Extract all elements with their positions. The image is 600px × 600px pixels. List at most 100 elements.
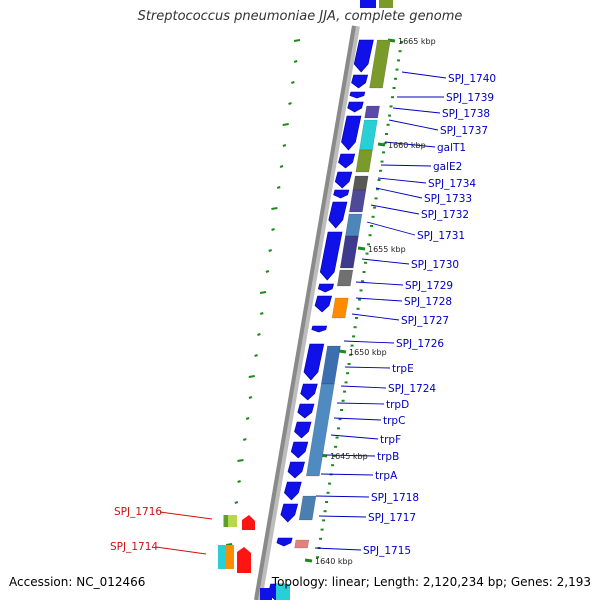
cds-arrow (300, 383, 318, 401)
scale-tick (265, 270, 270, 273)
scale-tick (248, 396, 253, 399)
accession-value: NC_012466 (76, 575, 146, 589)
gene-label: SPJ_1717 (368, 512, 416, 524)
cds-arrow (280, 503, 299, 523)
leader-line (330, 434, 379, 440)
scale-tick (279, 165, 284, 168)
cds-arrow (303, 343, 325, 381)
cds-arrow (311, 325, 328, 333)
scale-tick (234, 501, 239, 504)
leader-line (340, 385, 387, 389)
scale-tick (282, 144, 287, 147)
highlight-arrow (242, 515, 255, 530)
gene-label: trpE (392, 363, 414, 375)
scale-tick (254, 354, 258, 357)
gene-label: trpB (377, 451, 399, 463)
cds-arrow (360, 0, 376, 8)
cds-arrow (347, 101, 364, 113)
genome-summary: Topology: linear; Length: 2,120,234 bp; … (271, 575, 591, 589)
scale-tick (245, 417, 250, 420)
leader-line (392, 107, 441, 114)
scale-tick (225, 543, 233, 546)
major-tick (377, 142, 386, 147)
cds-arrow (297, 403, 315, 419)
cds-arrow (314, 295, 333, 313)
scale-tick (237, 459, 244, 462)
leader-layer (155, 71, 447, 555)
cds-arrow (328, 201, 348, 229)
gene-label: SPJ_1734 (428, 178, 476, 190)
gene-label: trpD (386, 399, 409, 411)
cds-arrow (338, 153, 356, 169)
scale-tick (237, 480, 241, 483)
cog-block (336, 269, 354, 287)
cds-arrow (319, 231, 343, 281)
scale-label: 1660 kbp (388, 141, 426, 150)
scale-tick (291, 81, 295, 84)
cds-arrow (294, 421, 312, 439)
scale-tick (259, 312, 264, 315)
gene-label: galE2 (433, 161, 462, 173)
gene-label: trpC (383, 415, 405, 427)
cog-block (276, 584, 290, 600)
gene-label: SPJ_1740 (448, 73, 496, 85)
leader-line (370, 204, 420, 215)
leader-line (384, 141, 436, 148)
scale-tick (257, 333, 261, 336)
feature-layer (218, 0, 393, 600)
cds-arrow (317, 283, 334, 293)
leader-line (375, 187, 423, 199)
cog-block (294, 539, 310, 549)
leader-line (315, 495, 370, 498)
scale-tick (242, 438, 247, 441)
cog-block (369, 39, 391, 89)
gene-label: galT1 (437, 142, 466, 154)
cog-block (379, 0, 393, 8)
cog-block (355, 149, 373, 173)
leader-line (361, 258, 410, 265)
cog-block (339, 235, 359, 269)
major-tick (338, 349, 347, 354)
gene-label: SPJ_1718 (371, 492, 419, 504)
leader-line (336, 402, 385, 405)
scale-tick (259, 291, 267, 294)
cds-arrow (349, 91, 366, 99)
genes-value: 2,193 (556, 575, 591, 589)
cog-block (306, 383, 335, 477)
leader-line (401, 71, 447, 79)
leader-line (380, 164, 432, 167)
map-title: Streptococcus pneumoniae JJA, complete g… (137, 9, 463, 24)
scale-label: 1665 kbp (398, 37, 436, 46)
leader-line (355, 281, 404, 286)
length-label: Length: (373, 575, 420, 589)
gene-label: SPJ_1739 (446, 92, 494, 104)
cds-arrow (353, 39, 374, 73)
gene-label: SPJ_1731 (417, 230, 465, 242)
gene-label: SPJ_1727 (401, 315, 449, 327)
gene-label: SPJ_1728 (404, 296, 452, 308)
leader-line (314, 547, 362, 551)
highlight-block (226, 545, 234, 569)
gene-label: SPJ_1729 (405, 280, 453, 292)
cds-arrow (284, 481, 302, 501)
backbone-layer (254, 25, 360, 600)
scale-tick (293, 39, 301, 42)
length-value: 2,120,234 bp (422, 575, 503, 589)
leader-line (155, 546, 207, 555)
cds-arrow (290, 441, 309, 459)
cog-block (364, 105, 380, 119)
leader-line (333, 417, 382, 421)
scale-tick (276, 186, 281, 189)
gene-label: trpF (380, 434, 401, 446)
cds-arrow (287, 461, 305, 479)
gene-label: trpA (375, 470, 398, 482)
leader-line (320, 473, 374, 476)
scale-label: 1645 kbp (330, 452, 368, 461)
topology-label: Topology: (271, 575, 328, 589)
scale-tick (268, 249, 273, 252)
leader-line (377, 177, 427, 184)
accession-info: Accession: NC_012466 (9, 575, 145, 589)
leader-line (159, 511, 213, 520)
cog-block (359, 119, 378, 151)
